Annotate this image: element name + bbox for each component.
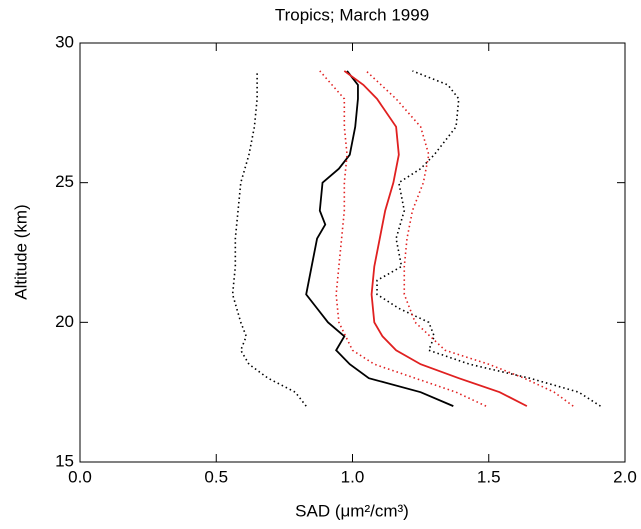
- x-tick-label: 0.0: [68, 467, 92, 486]
- profile-line: [376, 70, 601, 407]
- chart-title: Tropics; March 1999: [275, 5, 429, 24]
- plot-frame: [79, 42, 626, 463]
- profile-line: [319, 70, 487, 407]
- y-tick-label: 30: [55, 32, 74, 51]
- profile-line: [365, 70, 574, 407]
- y-tick-label: 15: [55, 451, 74, 470]
- x-axis-label: SAD (μm²/cm³): [295, 501, 409, 520]
- x-tick-label: 0.5: [204, 467, 228, 486]
- profile-line: [343, 70, 528, 407]
- y-axis-label: Altitude (km): [11, 204, 30, 299]
- x-tick-label: 2.0: [613, 467, 637, 486]
- profile-line: [231, 70, 307, 407]
- x-tick-label: 1.5: [477, 467, 501, 486]
- y-tick-label: 25: [55, 172, 74, 191]
- profile-line: [305, 70, 454, 407]
- x-tick-label: 1.0: [341, 467, 365, 486]
- y-tick-label: 20: [55, 312, 74, 331]
